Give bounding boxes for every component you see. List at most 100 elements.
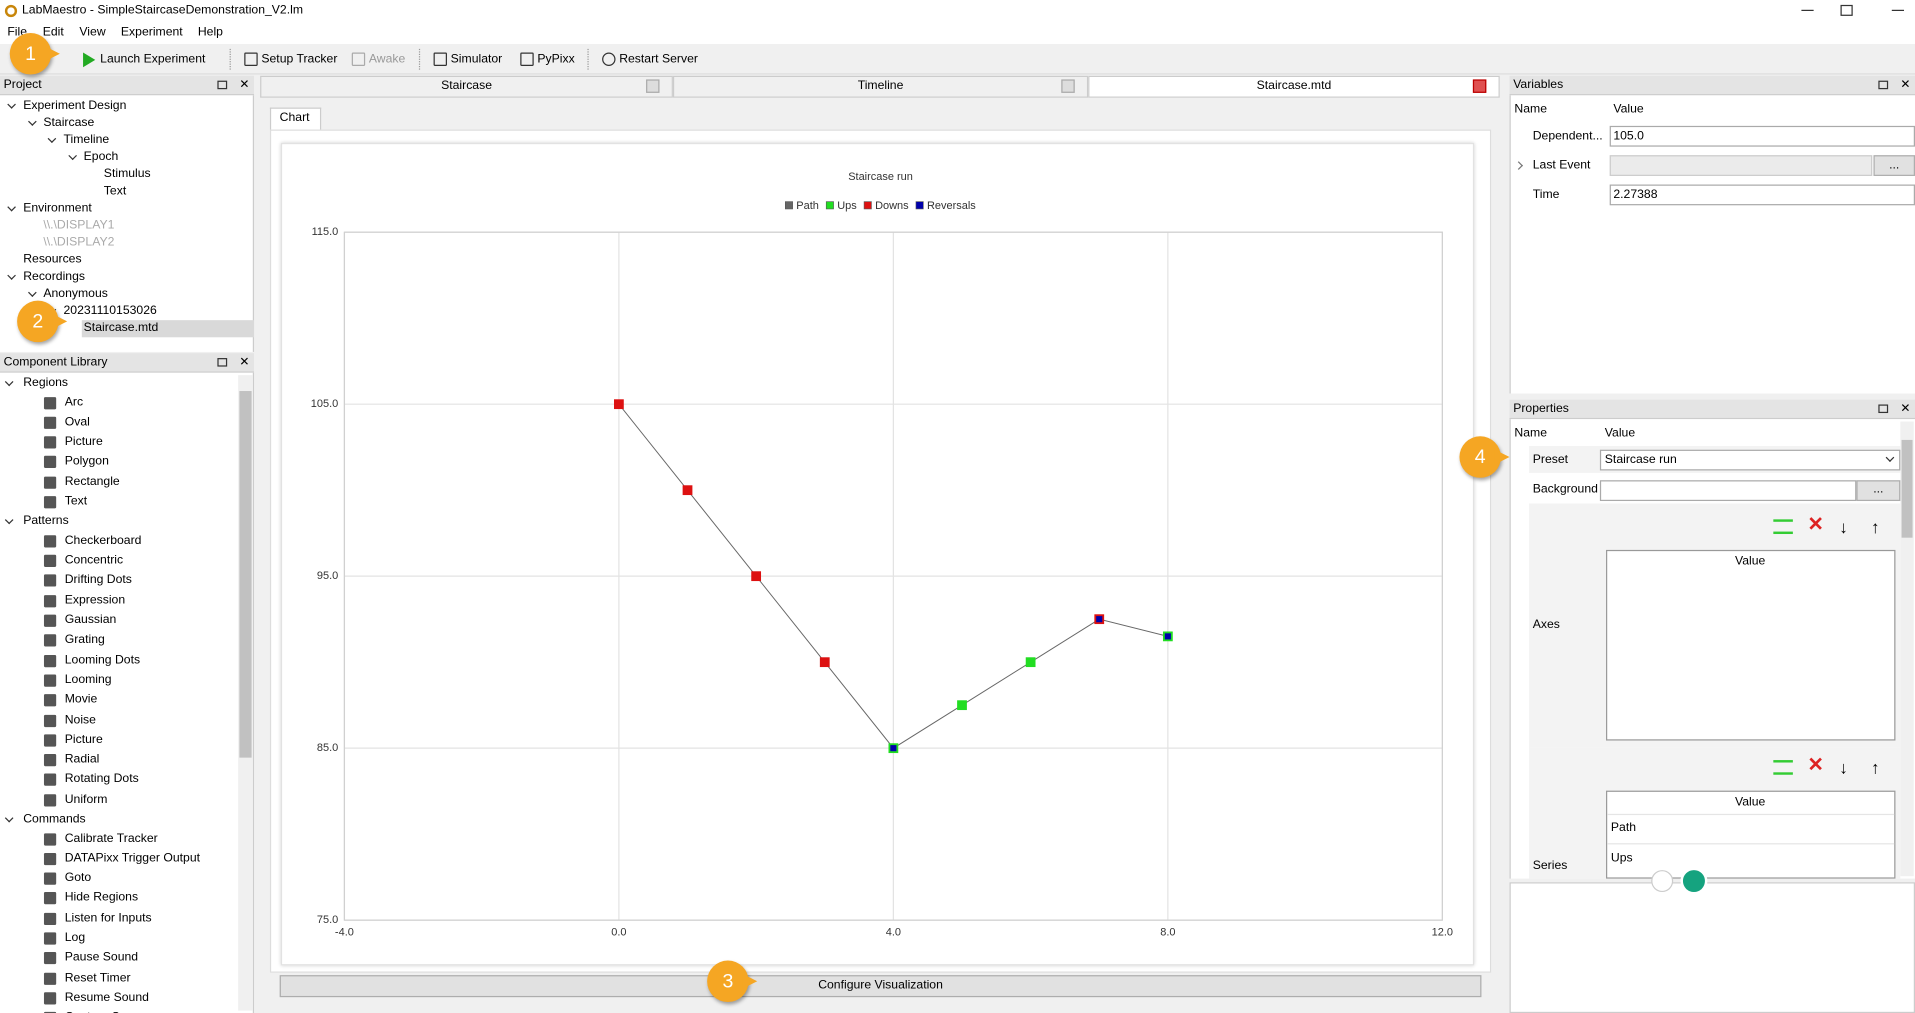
library-item[interactable]: Noise [64, 713, 96, 727]
library-item[interactable]: Uniform [64, 792, 108, 807]
library-item[interactable]: Text [64, 494, 88, 509]
add-icon[interactable] [1773, 519, 1793, 535]
library-item[interactable]: Rectangle [64, 474, 120, 489]
down-icon[interactable]: ↓ [1839, 757, 1848, 778]
tree-item[interactable]: Epoch [83, 150, 119, 164]
tree-item[interactable]: Recordings [23, 270, 85, 284]
tree-item[interactable]: Anonymous [43, 287, 108, 301]
subtab[interactable] [269, 107, 322, 130]
down-icon[interactable]: ↓ [1839, 516, 1848, 537]
tree-item[interactable]: Text [103, 184, 127, 198]
library-item[interactable]: Reset Timer [64, 970, 131, 985]
tree-item[interactable]: 20231110153026 [63, 304, 157, 318]
library-item[interactable]: Looming Dots [64, 653, 141, 667]
window-control[interactable] [1801, 9, 1814, 11]
library-item[interactable]: Hide Regions [64, 891, 139, 905]
library-item[interactable]: Drifting Dots [64, 573, 132, 588]
delete-icon[interactable]: ✕ [1807, 514, 1824, 536]
library-item[interactable]: Resume Sound [64, 990, 149, 1005]
tree-item[interactable]: Experiment Design [23, 98, 127, 113]
panel-float[interactable] [1878, 404, 1889, 414]
library-item[interactable]: Listen for Inputs [64, 911, 152, 925]
browse-label[interactable]: ... [1873, 482, 1884, 497]
library-item[interactable]: Gaussian [64, 613, 117, 627]
tab-close[interactable] [646, 79, 660, 93]
tab-label[interactable]: Staircase.mtd [1256, 79, 1332, 93]
delete-icon[interactable]: ✕ [1807, 755, 1824, 776]
tab[interactable] [672, 75, 1089, 98]
toolbar-button[interactable]: Setup Tracker [261, 52, 338, 66]
library-item[interactable]: Picture [64, 435, 103, 449]
library-item[interactable]: Checkerboard [64, 533, 142, 548]
library-item[interactable]: Rotating Dots [64, 772, 139, 787]
preset-dropdown[interactable] [1599, 449, 1901, 471]
library-item[interactable]: Concentric [64, 553, 124, 568]
up-icon[interactable]: ↑ [1871, 757, 1880, 778]
tree-item[interactable]: Environment [23, 201, 92, 216]
panel-close[interactable]: ✕ [239, 78, 250, 92]
library-group[interactable]: Patterns [23, 514, 69, 529]
tree-item[interactable]: Staircase.mtd [83, 321, 159, 335]
library-item[interactable]: Grating [64, 633, 105, 647]
tree-item[interactable]: Staircase [43, 116, 95, 130]
tab[interactable] [260, 75, 673, 98]
background-field[interactable] [1599, 480, 1857, 502]
subtab-label[interactable]: Chart [279, 111, 310, 125]
toolbar-button[interactable]: PyPixx [537, 52, 575, 66]
tree-item[interactable]: \\.\DISPLAY1 [43, 218, 115, 233]
tree-item[interactable]: Resources [23, 252, 82, 267]
tree-item[interactable]: Stimulus [103, 167, 151, 181]
tab-close[interactable] [1061, 79, 1075, 93]
library-item[interactable]: Goto [64, 871, 92, 885]
preset-value[interactable]: Staircase run [1604, 453, 1677, 467]
tree-item[interactable]: Timeline [63, 133, 110, 147]
library-item[interactable]: Expression [64, 593, 126, 607]
configure-button[interactable] [279, 975, 1482, 998]
browse-button[interactable] [1856, 480, 1901, 502]
menu-item[interactable]: View [79, 25, 106, 40]
library-group[interactable]: Commands [23, 812, 86, 827]
library-item[interactable]: Looming [64, 673, 112, 687]
panel-float[interactable] [217, 358, 228, 367]
tab-label[interactable]: Timeline [857, 79, 904, 93]
toolbar-button[interactable]: Simulator [450, 52, 503, 66]
browse-button[interactable] [1873, 155, 1915, 176]
panel-close[interactable]: ✕ [1900, 402, 1911, 416]
library-item[interactable]: Pause Sound [64, 951, 139, 965]
menu-item[interactable]: Experiment [120, 25, 183, 40]
tab-label[interactable]: Staircase [441, 79, 492, 93]
panel-float[interactable] [217, 80, 228, 90]
panel-float[interactable] [1878, 80, 1889, 90]
library-item[interactable]: Calibrate Tracker [64, 831, 158, 846]
library-item[interactable]: Radial [64, 752, 100, 767]
library-item[interactable]: Picture [64, 732, 103, 747]
series-row[interactable]: Path [1610, 821, 1637, 835]
library-item[interactable]: Capture Screen [65, 1011, 151, 1013]
menu-item[interactable]: Edit [42, 25, 64, 40]
toolbar-button[interactable]: Launch Experiment [100, 52, 206, 66]
library-item[interactable]: Log [64, 931, 86, 945]
toolbar-button[interactable]: Awake [368, 52, 406, 66]
panel-close[interactable]: ✕ [1900, 78, 1911, 92]
menu-item[interactable]: Help [197, 25, 223, 40]
toolbar-button[interactable]: Restart Server [619, 52, 698, 66]
add-icon[interactable] [1773, 760, 1793, 775]
callout [17, 300, 59, 343]
series-row-line [1607, 843, 1895, 845]
tab-close[interactable] [1472, 79, 1487, 93]
window-control[interactable] [1891, 9, 1905, 11]
up-icon[interactable]: ↑ [1871, 516, 1880, 537]
series-row[interactable]: Ups [1610, 851, 1633, 866]
library-item[interactable]: Polygon [64, 455, 109, 469]
library-item[interactable]: Movie [64, 693, 98, 707]
library-item[interactable]: Oval [64, 415, 90, 429]
library-item[interactable]: Arc [64, 395, 84, 409]
browse-label[interactable]: ... [1889, 158, 1900, 173]
window-control[interactable] [1840, 4, 1853, 16]
tab[interactable] [1088, 75, 1500, 98]
panel-close[interactable]: ✕ [239, 355, 250, 370]
configure-button-label[interactable]: Configure Visualization [818, 978, 943, 993]
tree-item[interactable]: \\.\DISPLAY2 [43, 235, 115, 250]
library-item[interactable]: DATAPixx Trigger Output [64, 851, 201, 865]
library-group[interactable]: Regions [23, 376, 69, 390]
